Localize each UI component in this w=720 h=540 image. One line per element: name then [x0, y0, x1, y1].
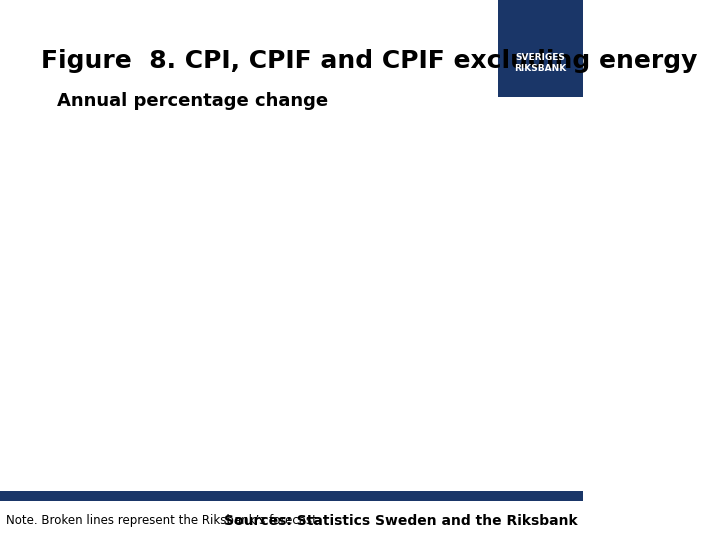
Text: SVERIGES
RIKSBANK: SVERIGES RIKSBANK	[514, 53, 567, 73]
Text: Figure  8. CPI, CPIF and CPIF excluding energy: Figure 8. CPI, CPIF and CPIF excluding e…	[41, 49, 697, 73]
Text: Sources: Statistics Sweden and the Riksbank: Sources: Statistics Sweden and the Riksb…	[225, 514, 578, 528]
Text: Note. Broken lines represent the Riksbank’s forecast.: Note. Broken lines represent the Riksban…	[6, 514, 320, 527]
FancyBboxPatch shape	[498, 0, 582, 97]
Text: Annual percentage change: Annual percentage change	[57, 92, 328, 110]
FancyBboxPatch shape	[0, 491, 582, 501]
